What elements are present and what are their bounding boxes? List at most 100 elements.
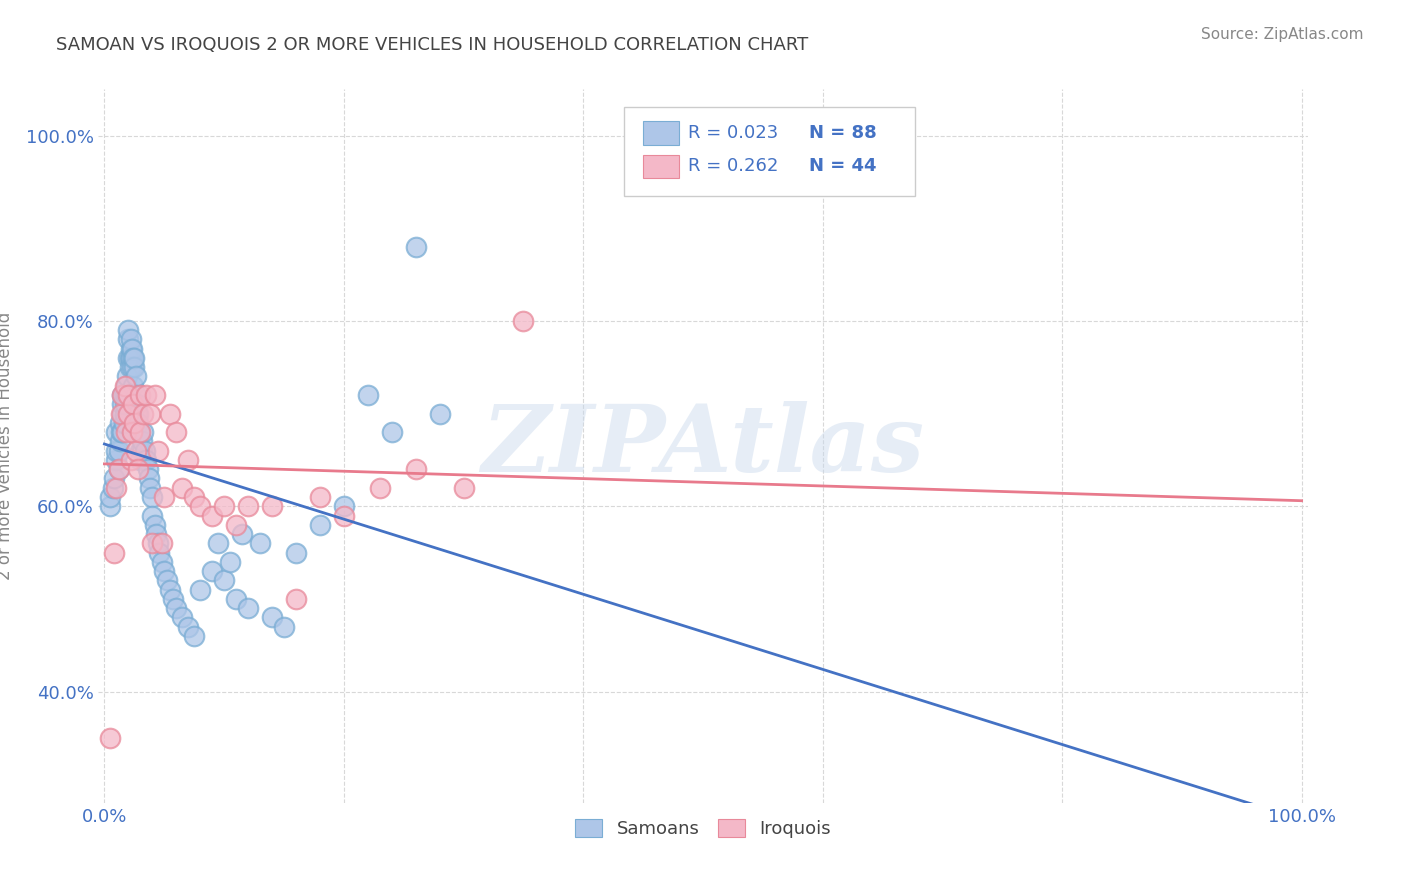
Point — [124, 416, 146, 430]
Point — [273, 620, 295, 634]
Point — [148, 545, 170, 559]
Point — [165, 425, 187, 439]
Point — [101, 481, 124, 495]
Point — [112, 416, 135, 430]
Point — [114, 407, 136, 421]
Point — [236, 601, 259, 615]
Point — [110, 425, 132, 439]
Point — [117, 323, 139, 337]
Point — [107, 462, 129, 476]
Point — [103, 471, 125, 485]
Point — [122, 397, 145, 411]
Text: ZIPAtlas: ZIPAtlas — [481, 401, 925, 491]
Point — [212, 500, 235, 514]
Point — [405, 240, 427, 254]
Point — [150, 555, 173, 569]
Point — [156, 574, 179, 588]
Point — [112, 388, 135, 402]
Point — [141, 536, 163, 550]
Point — [188, 582, 211, 597]
Point — [260, 500, 283, 514]
Point — [127, 407, 149, 421]
Text: R = 0.262: R = 0.262 — [689, 157, 779, 175]
Point — [201, 508, 224, 523]
Point — [153, 490, 176, 504]
Point — [100, 500, 122, 514]
Point — [129, 425, 152, 439]
Point — [512, 314, 534, 328]
Point — [115, 388, 138, 402]
Point — [100, 731, 122, 745]
Point — [124, 360, 146, 375]
Point — [111, 407, 134, 421]
Point — [153, 564, 176, 578]
Point — [141, 490, 163, 504]
Point — [188, 500, 211, 514]
Point — [284, 591, 307, 606]
Point — [118, 351, 141, 365]
Point — [135, 453, 157, 467]
Point — [357, 388, 380, 402]
Point — [111, 388, 134, 402]
Point — [139, 481, 162, 495]
Point — [120, 351, 142, 365]
Point — [122, 378, 145, 392]
Point — [136, 462, 159, 476]
Point — [105, 453, 128, 467]
Point — [162, 591, 184, 606]
Point — [131, 443, 153, 458]
Text: SAMOAN VS IROQUOIS 2 OR MORE VEHICLES IN HOUSEHOLD CORRELATION CHART: SAMOAN VS IROQUOIS 2 OR MORE VEHICLES IN… — [56, 36, 808, 54]
Point — [114, 378, 136, 392]
Point — [143, 388, 166, 402]
Point — [120, 453, 142, 467]
Point — [105, 481, 128, 495]
Point — [225, 591, 247, 606]
Point — [309, 517, 332, 532]
Point — [150, 536, 173, 550]
Point — [125, 407, 148, 421]
Point — [135, 388, 157, 402]
Point — [134, 443, 156, 458]
Point — [381, 425, 404, 439]
Point — [120, 333, 142, 347]
Point — [110, 407, 132, 421]
Point — [124, 351, 146, 365]
Point — [212, 574, 235, 588]
Point — [117, 407, 139, 421]
FancyBboxPatch shape — [624, 107, 915, 196]
Point — [141, 508, 163, 523]
Point — [138, 471, 160, 485]
Text: N = 44: N = 44 — [810, 157, 877, 175]
Point — [159, 407, 181, 421]
Point — [108, 434, 131, 449]
Point — [225, 517, 247, 532]
Point — [103, 545, 125, 559]
Point — [219, 555, 242, 569]
Point — [107, 462, 129, 476]
Point — [107, 443, 129, 458]
Point — [368, 481, 391, 495]
Point — [121, 360, 143, 375]
Bar — [643, 121, 679, 145]
Point — [120, 342, 142, 356]
Point — [148, 536, 170, 550]
Point — [124, 369, 146, 384]
Point — [284, 545, 307, 559]
Point — [172, 481, 194, 495]
Point — [165, 601, 187, 615]
Point — [121, 342, 143, 356]
Point — [111, 425, 134, 439]
Text: N = 88: N = 88 — [810, 124, 877, 142]
Point — [121, 425, 143, 439]
Point — [105, 443, 128, 458]
Point — [117, 351, 139, 365]
Point — [105, 425, 128, 439]
Point — [125, 397, 148, 411]
Point — [129, 388, 152, 402]
Point — [249, 536, 271, 550]
Text: Source: ZipAtlas.com: Source: ZipAtlas.com — [1201, 27, 1364, 42]
Point — [132, 425, 155, 439]
Point — [159, 582, 181, 597]
Point — [453, 481, 475, 495]
Point — [117, 388, 139, 402]
